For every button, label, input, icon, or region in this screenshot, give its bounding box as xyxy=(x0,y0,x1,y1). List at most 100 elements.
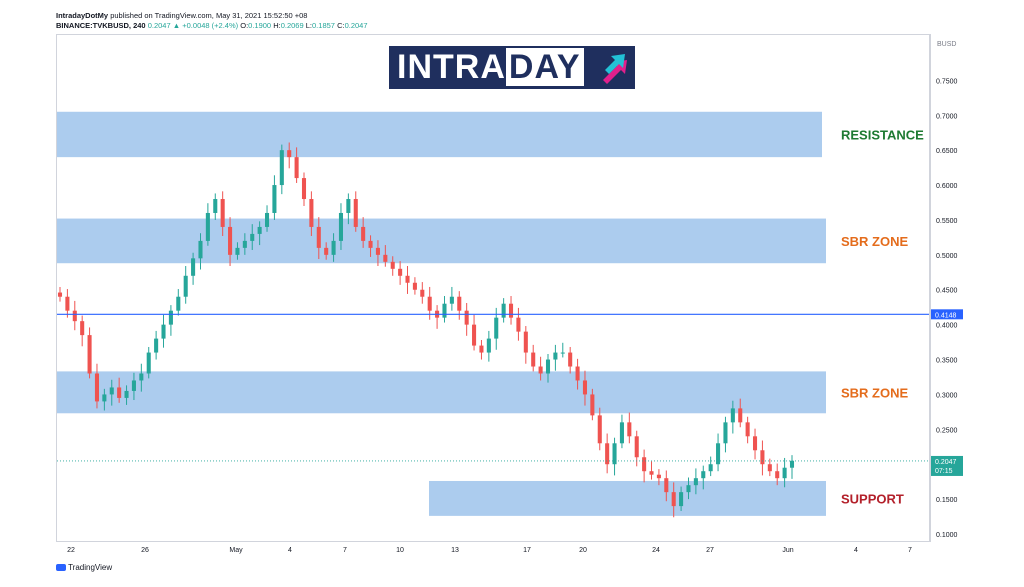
y-tick-label: 0.6000 xyxy=(936,183,958,190)
x-tick-label: 4 xyxy=(288,547,292,554)
candle-body xyxy=(501,303,506,318)
candle-body xyxy=(634,436,639,458)
o-value: 0.1900 xyxy=(248,21,272,30)
candle-body xyxy=(568,352,573,367)
candle-body xyxy=(449,296,454,304)
candle-body xyxy=(368,240,373,248)
candle-body xyxy=(117,387,122,398)
l-value: 0.1857 xyxy=(312,21,335,30)
candle-body xyxy=(412,282,417,290)
x-tick-label: 13 xyxy=(451,547,459,554)
currency-label: BUSD xyxy=(937,41,956,48)
l-label: L: xyxy=(305,21,313,30)
y-tick-label: 0.4500 xyxy=(936,288,958,295)
candle-body xyxy=(102,394,107,402)
price-line-tag xyxy=(931,309,963,320)
c-value: 0.2047 xyxy=(344,21,368,30)
candle-body xyxy=(65,296,70,311)
candle-body xyxy=(331,240,336,255)
tradingview-logo-icon xyxy=(56,564,66,572)
chart-frame[interactable] xyxy=(56,34,930,542)
candle-body xyxy=(701,471,706,479)
candle-body xyxy=(664,478,669,493)
logo-text-day: DAY xyxy=(505,48,584,86)
o-label: O: xyxy=(240,21,249,30)
y-tick-label: 0.5500 xyxy=(936,218,958,225)
candle-body xyxy=(309,199,314,227)
candle-body xyxy=(605,443,610,465)
symbol-label: BINANCE:TVKBUSD, 240 xyxy=(56,21,146,30)
y-tick-label: 0.5000 xyxy=(936,253,958,260)
candle-body xyxy=(87,335,92,374)
candle-body xyxy=(257,226,262,234)
candle-body xyxy=(242,240,247,248)
candle-body xyxy=(619,422,624,444)
candle-body xyxy=(405,275,410,283)
y-tick-label: 0.4000 xyxy=(936,323,958,330)
x-tick-label: 22 xyxy=(67,547,75,554)
x-tick-label: 7 xyxy=(343,547,347,554)
candle-body xyxy=(301,178,307,200)
candle-body xyxy=(531,352,536,367)
candle-body xyxy=(205,212,210,241)
candle-body xyxy=(738,408,743,423)
h-value: 0.2069 xyxy=(280,21,304,30)
candle-body xyxy=(235,247,240,255)
logo-arrows-icon xyxy=(603,54,627,84)
x-tick-label: 27 xyxy=(706,547,714,554)
candle-body xyxy=(213,199,218,213)
candle-body xyxy=(723,422,728,444)
c-label: C: xyxy=(337,21,345,30)
h-label: H: xyxy=(273,21,281,30)
candle-body xyxy=(294,157,299,179)
candle-body xyxy=(442,303,447,318)
candle-body xyxy=(80,321,85,336)
candle-body xyxy=(154,338,159,353)
symbol-info: BINANCE:TVKBUSD, 240 0.2047 ▲ +0.0048 (+… xyxy=(56,21,368,30)
y-tick-label: 0.7000 xyxy=(936,113,958,120)
candle-body xyxy=(671,492,676,507)
candle-body xyxy=(508,303,514,318)
candle-body xyxy=(730,408,735,423)
candle-body xyxy=(752,436,758,451)
candle-body xyxy=(716,443,721,465)
x-tick-label: 10 xyxy=(396,547,404,554)
candle-body xyxy=(124,390,129,398)
candle-body xyxy=(183,275,188,297)
x-tick-label: 20 xyxy=(579,547,587,554)
candle-body xyxy=(597,415,602,444)
price-line-value: 0.4148 xyxy=(935,312,957,319)
x-tick-label: Jun xyxy=(782,547,793,554)
candle-body xyxy=(494,317,499,339)
published-text: published on TradingView.com, May 31, 20… xyxy=(110,11,308,20)
x-tick-label: 24 xyxy=(652,547,660,554)
candle-body xyxy=(649,471,654,475)
candle-body xyxy=(686,485,691,493)
y-tick-label: 0.3000 xyxy=(936,392,958,399)
last-value: 0.2047 xyxy=(147,21,171,30)
y-tick-label: 0.2500 xyxy=(936,427,958,434)
candle-body xyxy=(250,233,255,241)
candle-body xyxy=(390,261,395,269)
candle-body xyxy=(361,226,366,241)
last-price-tag xyxy=(931,455,963,476)
candle-body xyxy=(560,352,565,354)
tradingview-brand[interactable]: TradingView xyxy=(56,563,112,572)
x-tick-label: 7 xyxy=(908,547,912,554)
candle-body xyxy=(745,422,750,437)
price-axis[interactable] xyxy=(930,34,968,542)
candle-body xyxy=(642,457,647,472)
publish-info: IntradayDotMy published on TradingView.c… xyxy=(56,11,307,20)
candle-body xyxy=(767,464,772,472)
candle-body xyxy=(789,460,795,468)
candle-body xyxy=(131,380,136,391)
candle-body xyxy=(472,324,477,346)
candle-body xyxy=(612,443,617,465)
y-tick-label: 0.6500 xyxy=(936,148,958,155)
candle-body xyxy=(427,296,432,311)
candle-body xyxy=(516,317,521,332)
candle-body xyxy=(383,254,388,262)
candle-body xyxy=(479,345,484,353)
publisher-name: IntradayDotMy xyxy=(56,11,109,20)
